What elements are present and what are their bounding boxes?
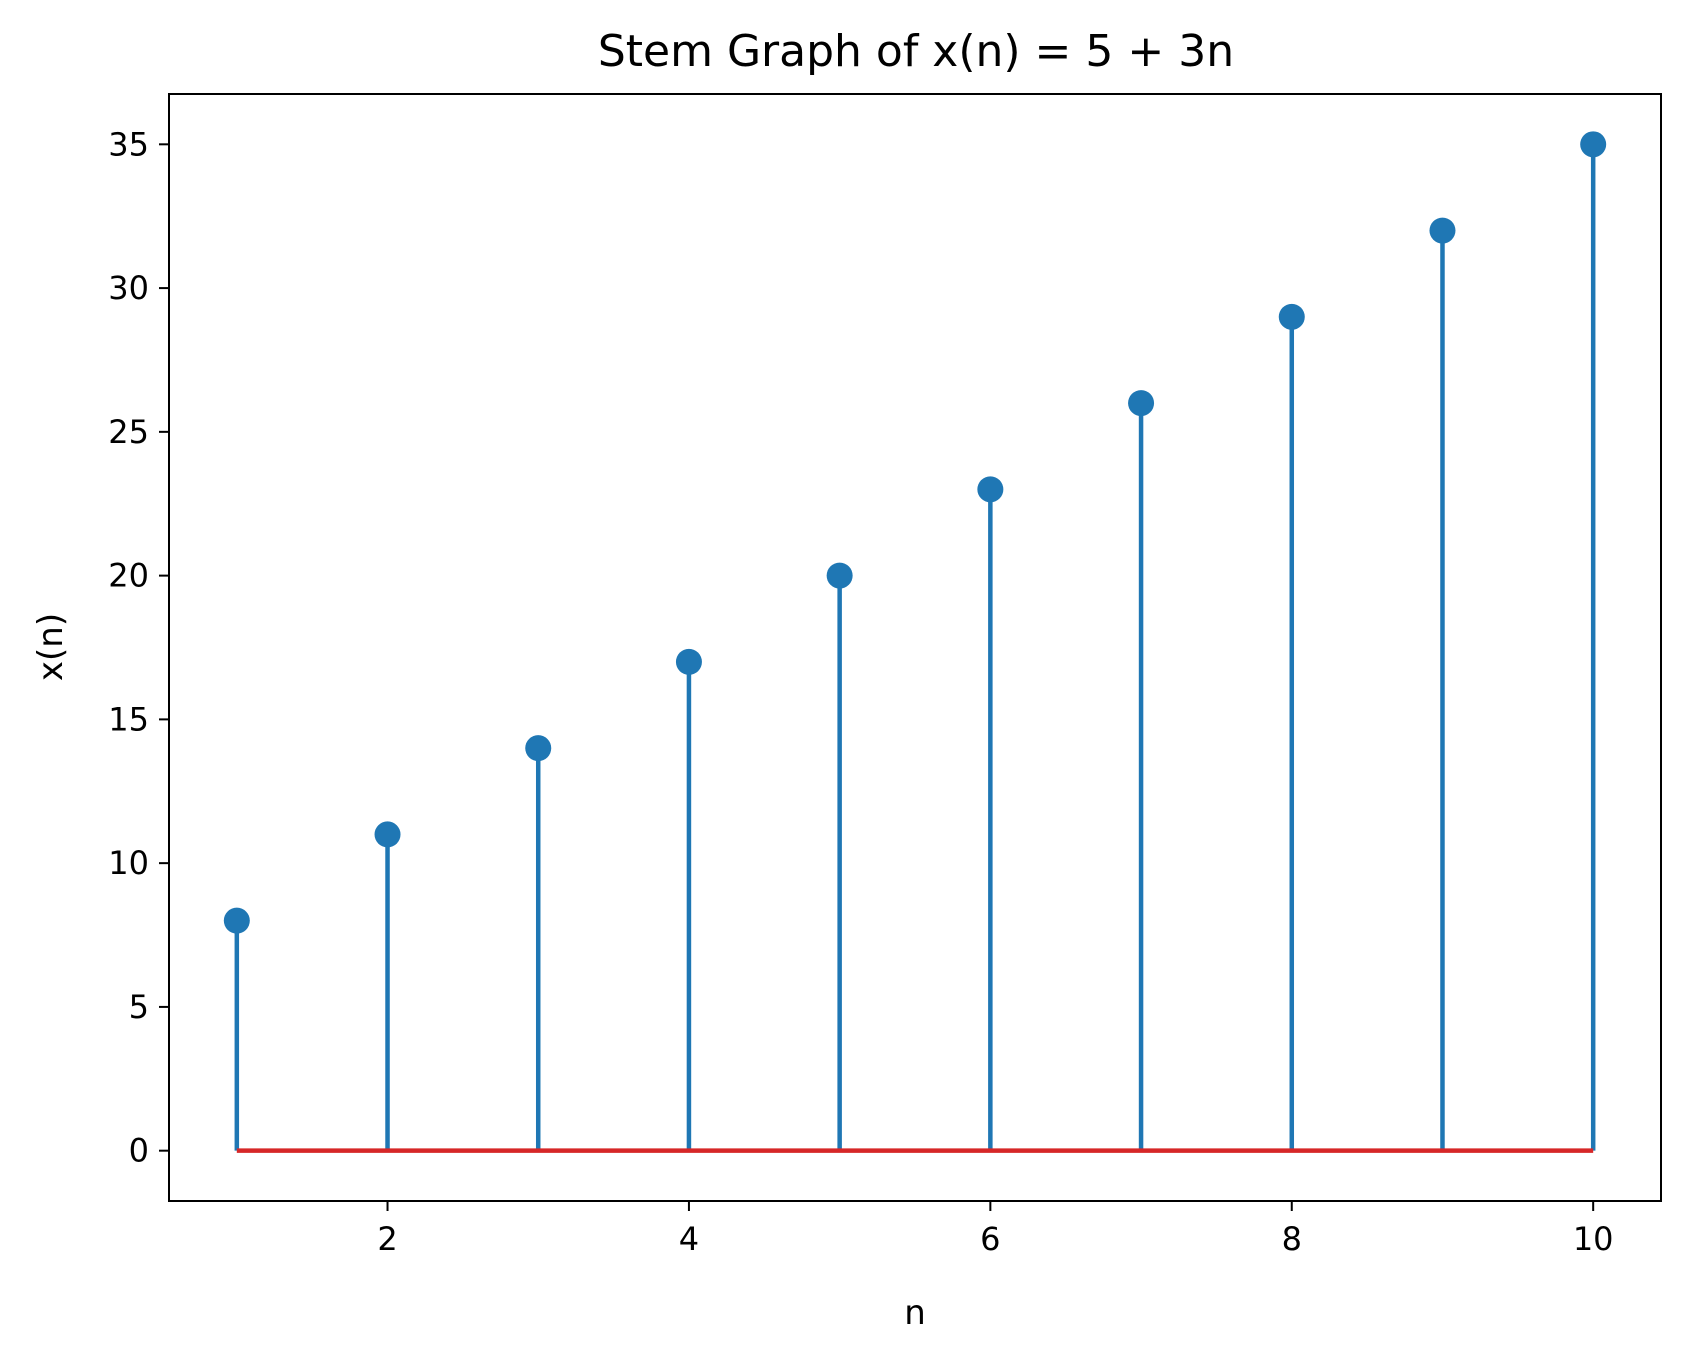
x-tick-label-10: 10 [1573,1220,1614,1258]
y-tick-label-5: 5 [129,988,149,1026]
stem-marker-1 [223,907,250,934]
y-tick-label-30: 30 [108,269,149,307]
x-tick-label-8: 8 [1282,1220,1302,1258]
plot-area [223,131,1607,1153]
x-tick-label-4: 4 [679,1220,699,1258]
y-tick-label-35: 35 [108,125,149,163]
y-axis: 0 5 10 15 20 25 30 35 [108,125,169,1170]
stem-marker-5 [826,562,853,589]
stem-marker-4 [675,648,702,675]
x-axis-label: n [904,1293,926,1333]
y-tick-label-15: 15 [108,700,149,738]
stem-marker-3 [525,735,552,762]
chart-title: Stem Graph of x(n) = 5 + 3n [598,26,1234,77]
stem-marker-2 [374,821,401,848]
x-tick-label-6: 6 [980,1220,1000,1258]
x-axis: 2 4 6 8 10 [377,1201,1614,1258]
stem-marker-9 [1429,217,1456,244]
stem-marker-8 [1278,303,1305,330]
x-tick-label-2: 2 [377,1220,397,1258]
y-axis-label: x(n) [31,613,71,681]
stem-marker-7 [1128,390,1155,417]
y-tick-label-20: 20 [108,557,149,595]
stem-marker-10 [1580,131,1607,158]
axes-frame [168,93,1662,1202]
y-tick-label-0: 0 [129,1132,149,1170]
y-tick-label-25: 25 [108,413,149,451]
stem-marker-6 [977,476,1004,503]
y-tick-label-10: 10 [108,844,149,882]
